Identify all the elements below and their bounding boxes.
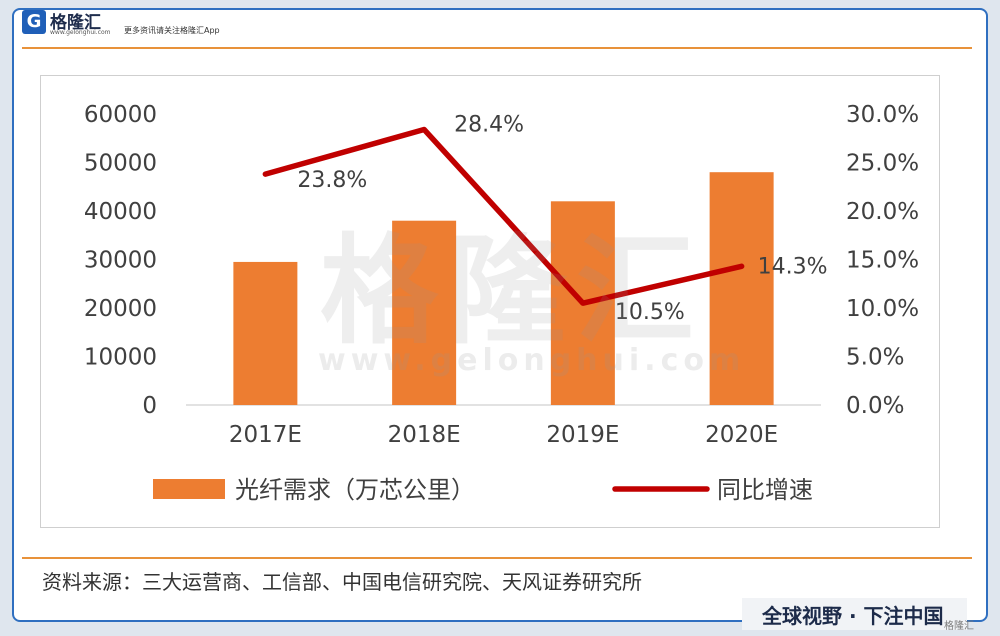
watermark-text: 格隆汇 (320, 222, 705, 360)
y-left-tick-label: 40000 (84, 199, 157, 225)
header-slogan: 更多资讯请关注格隆汇App (124, 26, 220, 35)
bar-2017E (233, 261, 298, 405)
legend-label-growth: 同比增速 (717, 476, 813, 504)
x-tick-label: 2017E (229, 422, 302, 448)
bottom-divider (22, 557, 972, 559)
top-divider (22, 47, 972, 49)
source-note: 资料来源：三大运营商、工信部、中国电信研究院、天风证券研究所 (42, 570, 642, 594)
chart-svg: 0 10000 20000 30000 40000 50000 60000 0.0% 5.0% 1… (84, 102, 919, 504)
y-right-tick-label: 25.0% (846, 151, 919, 177)
growth-data-label: 14.3% (758, 254, 828, 279)
chart-container: 0 10000 20000 30000 40000 50000 60000 0.0% 5.0% 1… (40, 75, 940, 528)
y-left-tick-label: 60000 (84, 102, 157, 128)
brand-name: 格隆汇 (50, 13, 101, 33)
brand-url: www.gelonghui.com (50, 29, 111, 36)
footer-watermark: 格隆汇 (944, 621, 974, 632)
legend-swatch-demand (153, 479, 225, 499)
growth-data-label: 10.5% (615, 300, 685, 325)
growth-data-label: 23.8% (297, 168, 367, 193)
y-right-tick-label: 15.0% (846, 248, 919, 274)
bar-2020E (709, 172, 774, 405)
y-right-tick-label: 20.0% (846, 199, 919, 225)
x-tick-label: 2018E (388, 422, 461, 448)
legend-label-demand: 光纤需求（万芯公里） (235, 476, 475, 504)
x-tick-label: 2020E (705, 422, 778, 448)
y-left-tick-label: 10000 (84, 345, 157, 371)
y-left-tick-label: 50000 (84, 151, 157, 177)
y-right-tick-label: 5.0% (846, 345, 904, 371)
bar-2018E (392, 220, 457, 405)
y-left-tick-label: 0 (142, 393, 157, 419)
y-left-tick-label: 30000 (84, 248, 157, 274)
growth-data-label: 28.4% (454, 113, 524, 138)
x-tick-label: 2019E (546, 422, 619, 448)
footer-slogan: 全球视野 · 下注中国 (762, 604, 944, 628)
y-left-tick-label: 20000 (84, 296, 157, 322)
y-right-tick-label: 30.0% (846, 102, 919, 128)
y-right-tick-label: 10.0% (846, 296, 919, 322)
growth-line (262, 126, 745, 306)
watermark-url: www.gelonghui.com (318, 343, 746, 378)
y-right-tick-label: 0.0% (846, 393, 904, 419)
footer-bar (742, 598, 967, 630)
brand-logo-icon (22, 10, 46, 34)
brand-logo-letter: G (26, 11, 42, 32)
